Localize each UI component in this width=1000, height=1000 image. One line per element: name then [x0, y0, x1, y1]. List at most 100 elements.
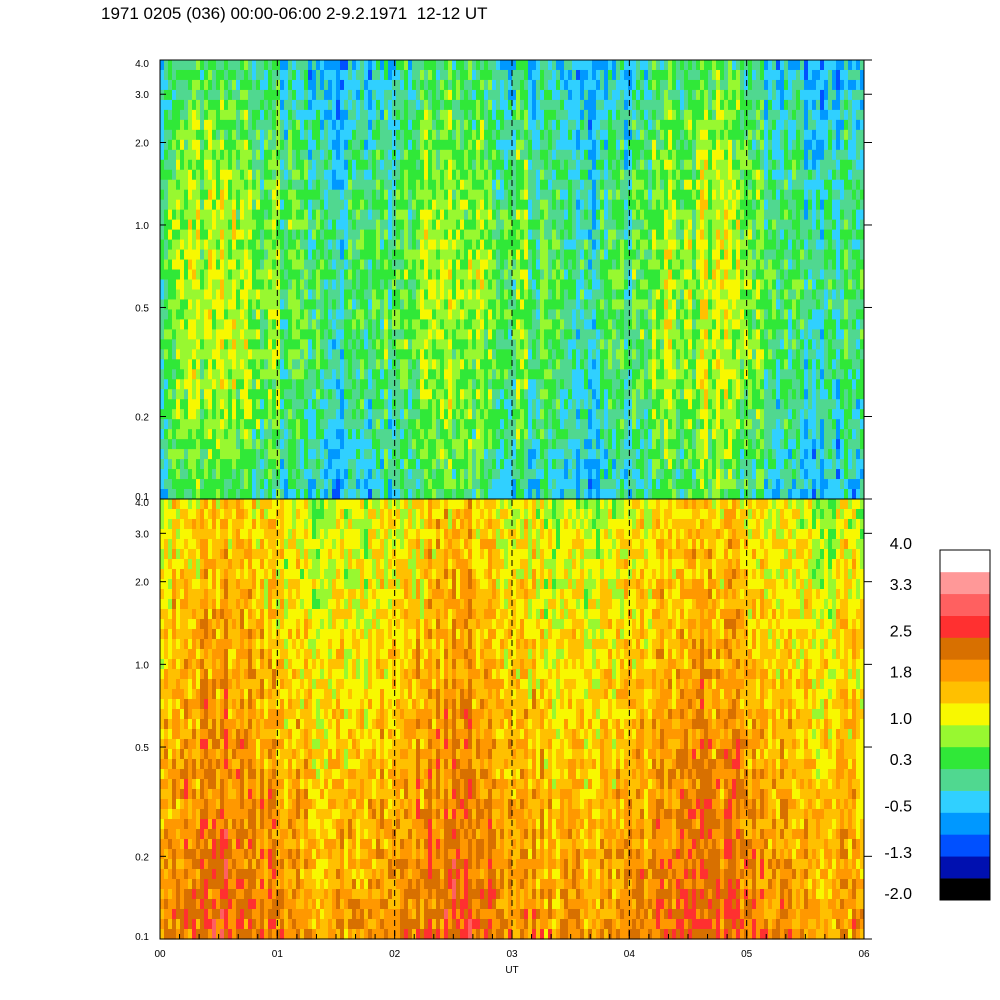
heatmap-cell: [536, 139, 540, 151]
heatmap-cell: [312, 249, 316, 261]
heatmap-cell: [488, 329, 492, 340]
heatmap-cell: [416, 269, 420, 281]
heatmap-cell: [388, 249, 392, 261]
heatmap-cell: [380, 449, 384, 460]
heatmap-cell: [164, 359, 168, 370]
heatmap-cell: [160, 159, 164, 171]
heatmap-cell: [208, 479, 212, 490]
heatmap-cell: [412, 109, 416, 121]
heatmap-cell: [532, 209, 536, 221]
heatmap-cell: [340, 309, 344, 321]
heatmap-cell: [356, 179, 360, 191]
heatmap-cell: [236, 219, 240, 231]
heatmap-cell: [480, 489, 484, 500]
heatmap-cell: [580, 169, 584, 181]
heatmap-cell: [504, 359, 508, 370]
heatmap-cell: [472, 339, 476, 350]
heatmap-cell: [216, 99, 220, 111]
heatmap-cell: [244, 309, 248, 321]
heatmap-cell: [412, 279, 416, 291]
heatmap-cell: [224, 319, 228, 330]
heatmap-cell: [604, 319, 608, 330]
heatmap-cell: [568, 269, 572, 281]
heatmap-cell: [352, 459, 356, 470]
heatmap-cell: [532, 409, 536, 420]
heatmap-cell: [436, 189, 440, 201]
heatmap-cell: [208, 359, 212, 370]
heatmap-cell: [380, 379, 384, 390]
heatmap-cell: [328, 479, 332, 490]
heatmap-cell: [292, 239, 296, 251]
heatmap-cell: [360, 489, 364, 500]
heatmap-cell: [268, 359, 272, 370]
heatmap-cell: [588, 329, 592, 340]
heatmap-cell: [328, 269, 332, 281]
heatmap-cell: [208, 179, 212, 191]
heatmap-cell: [176, 219, 180, 231]
heatmap-cell: [172, 229, 176, 241]
heatmap-cell: [280, 409, 284, 420]
heatmap-cell: [532, 359, 536, 370]
heatmap-cell: [312, 169, 316, 181]
heatmap-cell: [204, 349, 208, 360]
heatmap-cell: [532, 319, 536, 330]
heatmap-cell: [500, 329, 504, 340]
heatmap-cell: [288, 299, 292, 311]
heatmap-cell: [600, 409, 604, 420]
heatmap-cell: [276, 139, 280, 151]
heatmap-cell: [164, 369, 168, 380]
heatmap-cell: [300, 369, 304, 380]
heatmap-cell: [584, 359, 588, 370]
heatmap-cell: [220, 89, 224, 101]
heatmap-cell: [528, 479, 532, 490]
heatmap-cell: [424, 259, 428, 271]
heatmap-cell: [484, 419, 488, 430]
heatmap-cell: [368, 409, 372, 420]
heatmap-cell: [416, 429, 420, 440]
heatmap-cell: [204, 279, 208, 291]
heatmap-cell: [392, 189, 396, 201]
heatmap-cell: [440, 389, 444, 400]
heatmap-cell: [264, 249, 268, 261]
heatmap-cell: [392, 69, 396, 81]
heatmap-cell: [160, 69, 164, 81]
heatmap-cell: [408, 229, 412, 241]
heatmap-cell: [556, 359, 560, 370]
heatmap-cell: [604, 129, 608, 141]
heatmap-cell: [528, 60, 532, 71]
heatmap-cell: [512, 60, 516, 71]
heatmap-cell: [556, 389, 560, 400]
heatmap-cell: [332, 79, 336, 91]
heatmap-cell: [264, 359, 268, 370]
heatmap-cell: [548, 349, 552, 360]
heatmap-cell: [420, 489, 424, 500]
heatmap-cell: [420, 129, 424, 141]
heatmap-cell: [572, 279, 576, 291]
heatmap-cell: [492, 289, 496, 301]
heatmap-cell: [208, 159, 212, 171]
heatmap-cell: [524, 169, 528, 181]
heatmap-cell: [528, 179, 532, 191]
heatmap-cell: [268, 339, 272, 350]
heatmap-cell: [328, 239, 332, 251]
heatmap-cell: [164, 229, 168, 241]
heatmap-cell: [292, 479, 296, 490]
heatmap-cell: [300, 359, 304, 370]
heatmap-cell: [316, 149, 320, 161]
heatmap-cell: [452, 69, 456, 81]
heatmap-cell: [400, 169, 404, 181]
heatmap-cell: [256, 279, 260, 291]
heatmap-cell: [316, 349, 320, 360]
heatmap-cell: [320, 489, 324, 500]
heatmap-cell: [584, 339, 588, 350]
heatmap-cell: [324, 69, 328, 81]
heatmap-cell: [568, 389, 572, 400]
heatmap-cell: [596, 149, 600, 161]
heatmap-cell: [428, 359, 432, 370]
heatmap-cell: [392, 249, 396, 261]
heatmap-cell: [440, 409, 444, 420]
heatmap-cell: [196, 99, 200, 111]
heatmap-cell: [480, 189, 484, 201]
heatmap-cell: [400, 399, 404, 410]
heatmap-cell: [308, 399, 312, 410]
